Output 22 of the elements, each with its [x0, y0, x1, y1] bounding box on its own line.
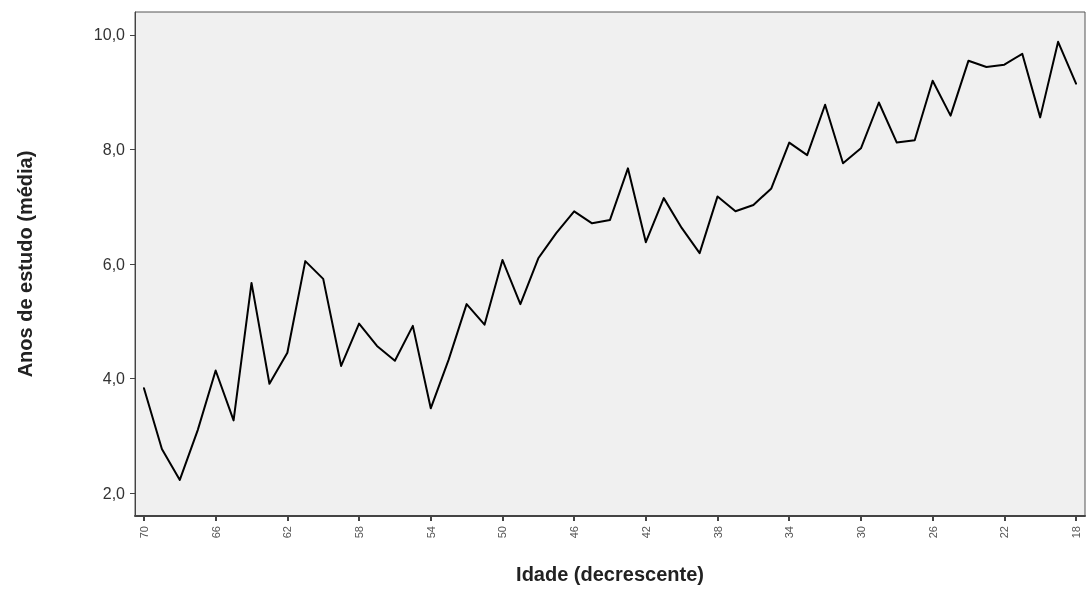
x-tick-label: 18	[1070, 526, 1083, 539]
x-tick-label: 70	[137, 526, 150, 539]
y-axis-title: Anos de estudo (média)	[14, 150, 36, 378]
x-tick-label: 54	[424, 526, 437, 539]
y-tick-label: 2,0	[102, 484, 126, 502]
x-tick-label: 42	[639, 526, 652, 539]
line-series	[142, 40, 1078, 481]
x-tick-label: 50	[496, 526, 509, 539]
x-tick-label: 46	[568, 526, 581, 539]
y-tick-label: 4,0	[102, 370, 126, 388]
x-tick-label: 62	[281, 526, 294, 539]
y-tick-label: 10,0	[93, 26, 126, 44]
x-tick-label: 66	[209, 526, 222, 539]
x-tick-label: 38	[711, 526, 724, 539]
x-tick-label: 58	[353, 526, 366, 539]
x-axis-title: Idade (decrescente)	[516, 563, 704, 585]
x-tick-label: 26	[926, 526, 939, 539]
x-tick-label: 34	[783, 526, 796, 539]
x-tick-label: 30	[854, 526, 867, 539]
y-tick-label: 8,0	[102, 140, 126, 158]
x-tick-label: 22	[998, 526, 1011, 539]
y-tick-label: 6,0	[102, 255, 126, 273]
